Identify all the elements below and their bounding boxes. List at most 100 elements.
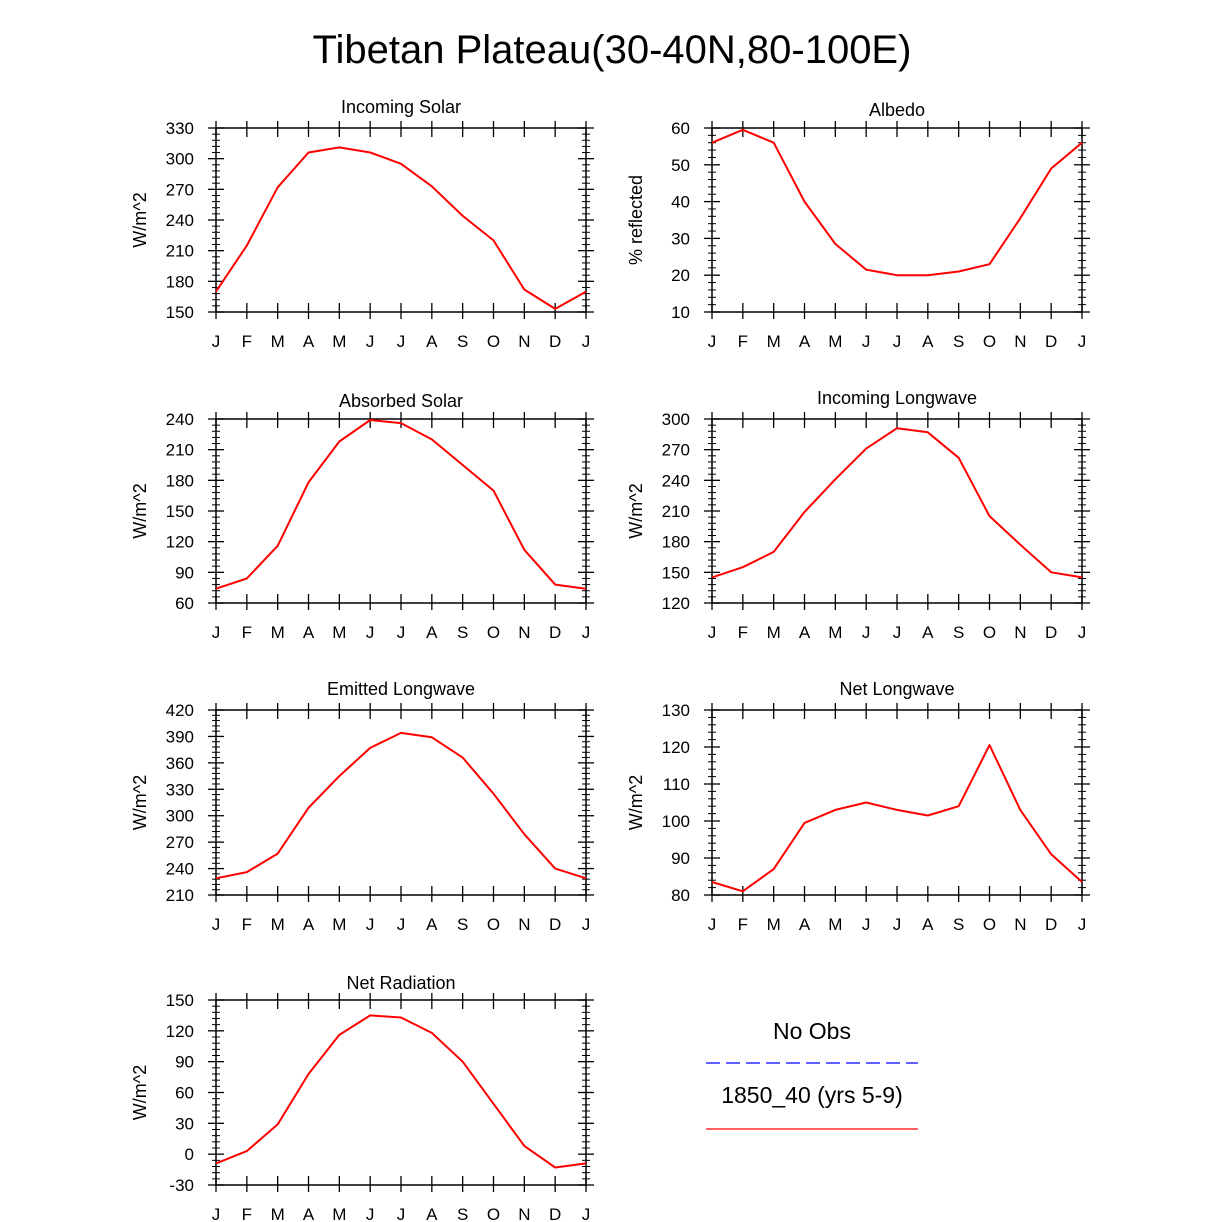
y-axis-label: W/m^2 xyxy=(130,192,150,247)
x-tick-label: M xyxy=(271,915,285,934)
y-tick-label: 240 xyxy=(166,860,194,879)
panel-title: Incoming Longwave xyxy=(817,388,977,408)
y-axis-label: W/m^2 xyxy=(130,483,150,538)
panel-title: Net Longwave xyxy=(839,679,954,699)
panel-title: Emitted Longwave xyxy=(327,679,475,699)
x-tick-label: O xyxy=(487,915,500,934)
x-tick-label: J xyxy=(862,915,871,934)
series-line-albedo xyxy=(711,128,1083,277)
y-tick-label: -30 xyxy=(169,1176,194,1195)
panel-incoming-longwave: J F M A M J J A S O N D J120150180210240270300W/m^2I… xyxy=(626,388,1090,642)
x-tick-label: J xyxy=(212,1205,221,1222)
x-tick-label: J xyxy=(366,332,375,351)
series-line-emitted-longwave xyxy=(215,731,587,880)
x-tick-label: O xyxy=(487,332,500,351)
y-tick-label: 270 xyxy=(662,441,690,460)
series-line-net-longwave xyxy=(711,744,1083,893)
x-tick-label: F xyxy=(738,915,748,934)
y-tick-label: 100 xyxy=(662,812,690,831)
x-tick-label: N xyxy=(518,915,530,934)
x-tick-label: A xyxy=(426,1205,438,1222)
series-line-net-radiation xyxy=(215,1014,587,1169)
y-tick-label: 0 xyxy=(185,1145,194,1164)
y-tick-label: 60 xyxy=(671,119,690,138)
x-tick-label: O xyxy=(983,915,996,934)
x-tick-label: J xyxy=(397,623,406,642)
legend: No Obs 1850_40 (yrs 5-9) xyxy=(706,1018,918,1130)
plot-frame xyxy=(711,127,1083,313)
y-axis-label: W/m^2 xyxy=(626,483,646,538)
x-tick-label: S xyxy=(457,915,468,934)
y-tick-label: 180 xyxy=(166,471,194,490)
y-tick-label: 120 xyxy=(166,533,194,552)
x-tick-label: S xyxy=(953,915,964,934)
x-tick-label: J xyxy=(366,915,375,934)
series-line-absorbed-solar xyxy=(215,419,587,590)
plot-frame xyxy=(215,709,587,896)
x-tick-label: A xyxy=(303,1205,315,1222)
panel-absorbed-solar: J F M A M J J A S O N D J6090120150180210240W/m^2Abs… xyxy=(130,391,594,642)
x-tick-label: M xyxy=(828,332,842,351)
x-tick-label: O xyxy=(487,1205,500,1222)
x-tick-label: A xyxy=(922,915,934,934)
y-tick-label: 120 xyxy=(662,594,690,613)
y-tick-label: 300 xyxy=(662,410,690,429)
x-tick-label: J xyxy=(397,332,406,351)
y-tick-label: 90 xyxy=(175,1053,194,1072)
x-tick-label: J xyxy=(893,332,902,351)
x-tick-label: D xyxy=(1045,623,1057,642)
y-tick-label: 110 xyxy=(663,775,690,794)
x-tick-label: J xyxy=(862,332,871,351)
y-tick-label: 210 xyxy=(166,886,194,905)
y-axis-label: W/m^2 xyxy=(130,775,150,830)
x-tick-label: J xyxy=(1078,623,1087,642)
plot-frame xyxy=(711,418,1083,604)
y-tick-label: 10 xyxy=(671,303,690,322)
x-tick-label: N xyxy=(518,332,530,351)
x-tick-label: D xyxy=(549,1205,561,1222)
x-tick-label: A xyxy=(799,332,811,351)
x-tick-label: F xyxy=(242,623,252,642)
x-tick-label: J xyxy=(708,623,717,642)
x-tick-label: M xyxy=(828,623,842,642)
x-tick-label: A xyxy=(426,332,438,351)
x-tick-label: N xyxy=(1014,332,1026,351)
y-tick-label: 150 xyxy=(166,991,194,1010)
x-tick-label: J xyxy=(862,623,871,642)
y-tick-label: 240 xyxy=(662,471,690,490)
y-tick-label: 300 xyxy=(166,807,194,826)
x-tick-label: D xyxy=(1045,332,1057,351)
y-tick-label: 180 xyxy=(166,272,194,291)
x-tick-label: A xyxy=(303,332,315,351)
x-tick-label: M xyxy=(271,332,285,351)
x-tick-label: J xyxy=(708,915,717,934)
x-tick-label: M xyxy=(332,1205,346,1222)
series-line-incoming-longwave xyxy=(711,427,1083,579)
x-tick-label: F xyxy=(242,332,252,351)
y-tick-label: 60 xyxy=(175,594,194,613)
x-tick-label: J xyxy=(582,332,591,351)
y-axis-label: % reflected xyxy=(626,175,646,265)
y-tick-label: 150 xyxy=(662,563,690,582)
x-tick-label: D xyxy=(549,915,561,934)
y-tick-label: 270 xyxy=(166,833,194,852)
y-tick-label: 20 xyxy=(671,266,690,285)
x-tick-label: A xyxy=(922,623,934,642)
x-tick-label: M xyxy=(271,1205,285,1222)
panels: J F M A M J J A S O N D J150180210240270300330W/m^2I… xyxy=(130,97,1090,1222)
x-tick-label: J xyxy=(212,623,221,642)
y-tick-label: 150 xyxy=(166,502,194,521)
y-tick-label: 130 xyxy=(662,701,690,720)
x-tick-label: S xyxy=(457,332,468,351)
x-tick-label: S xyxy=(457,623,468,642)
y-axis-label: W/m^2 xyxy=(626,775,646,830)
y-tick-label: 330 xyxy=(166,780,194,799)
legend-label-model: 1850_40 (yrs 5-9) xyxy=(721,1082,903,1108)
x-tick-label: F xyxy=(242,915,252,934)
x-tick-label: O xyxy=(983,332,996,351)
y-tick-label: 40 xyxy=(671,193,690,212)
y-tick-label: 300 xyxy=(166,150,194,169)
x-tick-label: J xyxy=(1078,915,1087,934)
